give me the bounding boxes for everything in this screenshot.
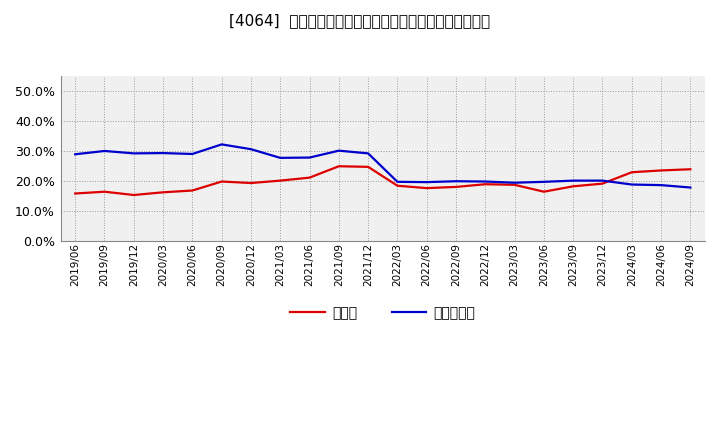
- 有利子負債: [657, 183, 665, 188]
- 有利子負債: [276, 155, 284, 161]
- 有利子負債: [686, 185, 695, 190]
- 現頲金: [686, 167, 695, 172]
- Text: [4064]  現頲金、有利子負債の総資産に対する比率の推移: [4064] 現頲金、有利子負債の総資産に対する比率の推移: [230, 13, 490, 28]
- 有利子負債: [100, 148, 109, 154]
- 有利子負債: [335, 148, 343, 153]
- 現頲金: [247, 180, 256, 186]
- 有利子負債: [539, 179, 548, 184]
- 有利子負債: [247, 147, 256, 152]
- 有利子負債: [159, 150, 168, 156]
- 有利子負債: [510, 180, 519, 185]
- 有利子負債: [598, 178, 607, 183]
- 現頲金: [510, 182, 519, 187]
- Legend: 現頲金, 有利子負債: 現頲金, 有利子負債: [284, 300, 481, 325]
- 有利子負債: [364, 151, 372, 156]
- 現頲金: [217, 179, 226, 184]
- 現頲金: [188, 188, 197, 193]
- 現頲金: [130, 192, 138, 198]
- 現頲金: [71, 191, 79, 196]
- 現頲金: [539, 189, 548, 194]
- 現頲金: [305, 175, 314, 180]
- 現頲金: [657, 168, 665, 173]
- 有利子負債: [627, 182, 636, 187]
- 有利子負債: [71, 152, 79, 157]
- 現頲金: [627, 169, 636, 175]
- 現頲金: [276, 178, 284, 183]
- 現頲金: [100, 189, 109, 194]
- 現頲金: [451, 184, 460, 190]
- 有利子負債: [305, 155, 314, 160]
- 有利子負債: [481, 179, 490, 184]
- 有利子負債: [569, 178, 577, 183]
- 現頲金: [335, 164, 343, 169]
- 有利子負債: [393, 179, 402, 184]
- 現頲金: [159, 190, 168, 195]
- Line: 現頲金: 現頲金: [75, 166, 690, 195]
- 現頲金: [569, 183, 577, 189]
- 現頲金: [598, 181, 607, 186]
- 有利子負債: [217, 142, 226, 147]
- 現頲金: [423, 186, 431, 191]
- 現頲金: [364, 164, 372, 169]
- 現頲金: [481, 182, 490, 187]
- 現頲金: [393, 183, 402, 188]
- 有利子負債: [451, 179, 460, 184]
- 有利子負債: [423, 180, 431, 185]
- Line: 有利子負債: 有利子負債: [75, 144, 690, 187]
- 有利子負債: [130, 151, 138, 156]
- 有利子負債: [188, 151, 197, 157]
